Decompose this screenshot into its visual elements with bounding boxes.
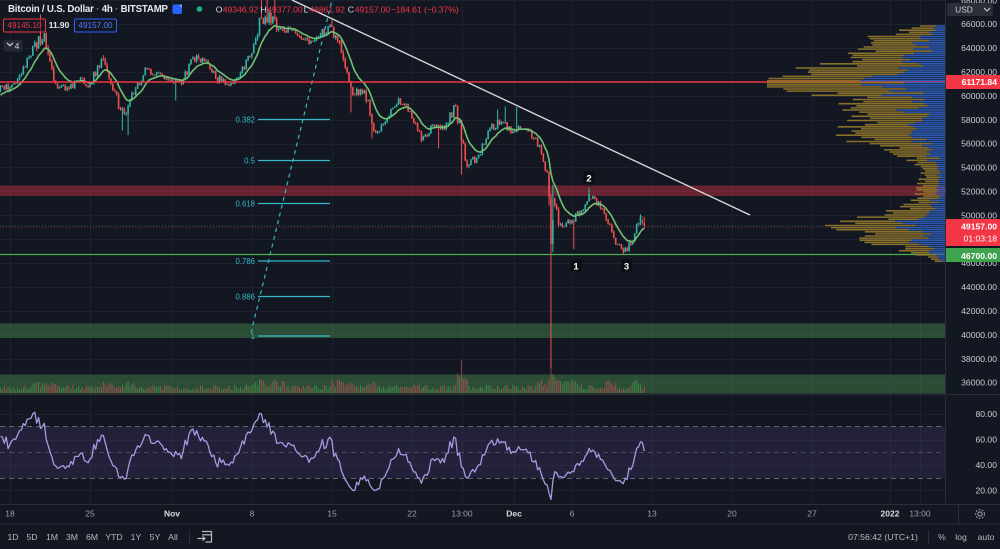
svg-text:3M: 3M [66,532,78,542]
svg-text:66000.00: 66000.00 [961,19,997,29]
svg-text:80.00: 80.00 [975,409,997,419]
svg-text:46000.00: 46000.00 [961,258,997,268]
svg-text:54000.00: 54000.00 [961,163,997,173]
svg-text:61171.84: 61171.84 [962,77,998,87]
svg-text:49157.00: 49157.00 [355,4,391,14]
svg-text:L: L [304,4,309,14]
svg-text:20: 20 [727,509,737,519]
svg-text:52000.00: 52000.00 [961,187,997,197]
svg-text:18: 18 [5,509,15,519]
svg-text:Dec: Dec [506,509,522,519]
svg-text:56000.00: 56000.00 [961,139,997,149]
svg-text:13:00: 13:00 [909,509,931,519]
svg-text:6: 6 [570,509,575,519]
svg-text:2: 2 [586,173,591,184]
svg-text:0.5: 0.5 [244,157,256,166]
svg-text:0.886: 0.886 [235,293,255,302]
svg-text:25: 25 [85,509,95,519]
svg-text:40.00: 40.00 [975,460,997,470]
svg-text:48861.92: 48861.92 [309,4,345,14]
svg-text:0.618: 0.618 [235,200,255,209]
svg-text:64000.00: 64000.00 [961,43,997,53]
svg-text:42000.00: 42000.00 [961,306,997,316]
svg-text:62000.00: 62000.00 [961,67,997,77]
svg-text:68000.00: 68000.00 [961,0,997,5]
svg-text:Nov: Nov [164,509,180,519]
svg-text:3: 3 [624,261,629,272]
svg-text:auto: auto [978,532,995,542]
svg-text:All: All [168,532,178,542]
svg-text:1Y: 1Y [131,532,142,542]
svg-text:0.786: 0.786 [235,257,255,266]
svg-text:13: 13 [647,509,657,519]
svg-text:22: 22 [407,509,417,519]
svg-text:58000.00: 58000.00 [961,115,997,125]
svg-text:YTD: YTD [105,532,122,542]
svg-text:1M: 1M [46,532,58,542]
svg-text:%: % [938,532,946,542]
svg-text:60.00: 60.00 [975,435,997,445]
svg-text:USD: USD [955,5,973,15]
svg-text:2022: 2022 [881,509,900,519]
svg-text:H: H [260,4,266,14]
svg-text:44000.00: 44000.00 [961,282,997,292]
svg-text:5Y: 5Y [150,532,161,542]
svg-text:0.382: 0.382 [235,116,255,125]
svg-text:49145.10: 49145.10 [7,21,42,30]
svg-text:07:56:42 (UTC+1): 07:56:42 (UTC+1) [848,532,918,542]
svg-text:49377.00: 49377.00 [267,4,303,14]
svg-text:27: 27 [807,509,817,519]
svg-text:49346.92: 49346.92 [223,4,259,14]
svg-text:C: C [348,4,354,14]
svg-text:38000.00: 38000.00 [961,354,997,364]
svg-text:1D: 1D [7,532,18,542]
svg-text:13:00: 13:00 [451,509,473,519]
svg-text:50000.00: 50000.00 [961,210,997,220]
svg-text:01:03:18: 01:03:18 [964,234,998,244]
svg-text:46700.00: 46700.00 [961,251,997,261]
svg-text:40000.00: 40000.00 [961,330,997,340]
svg-text:O: O [216,4,223,14]
svg-text:6M: 6M [86,532,98,542]
svg-text:15: 15 [327,509,337,519]
svg-text:20.00: 20.00 [975,486,997,496]
svg-text:5D: 5D [26,532,37,542]
svg-text:1: 1 [251,332,255,341]
svg-text:11.90: 11.90 [49,20,70,30]
svg-text:4: 4 [15,41,20,51]
svg-text:60000.00: 60000.00 [961,91,997,101]
svg-text:49157.00: 49157.00 [961,222,997,232]
svg-text:log: log [955,532,967,542]
svg-text:36000.00: 36000.00 [961,378,997,388]
svg-text:Bitcoin / U.S. Dollar · 4h · B: Bitcoin / U.S. Dollar · 4h · BITSTAMP [8,4,169,15]
svg-text:49157.00: 49157.00 [78,21,113,30]
svg-text:−184.61 (−0.37%): −184.61 (−0.37%) [391,4,459,14]
svg-text:8: 8 [250,509,255,519]
svg-text:1: 1 [573,261,579,272]
